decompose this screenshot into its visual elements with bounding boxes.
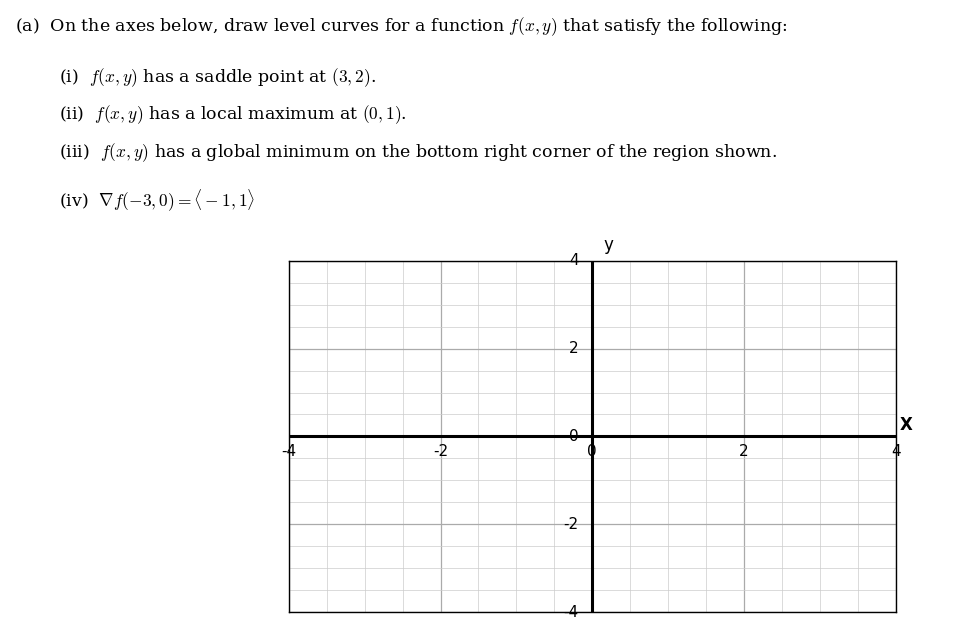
Text: X: X	[899, 416, 911, 435]
Text: y: y	[603, 236, 613, 254]
Text: 4: 4	[568, 253, 578, 268]
Text: -2: -2	[563, 517, 578, 532]
Text: -4: -4	[281, 445, 296, 459]
Text: (i)  $f(x, y)$ has a saddle point at $(3, 2)$.: (i) $f(x, y)$ has a saddle point at $(3,…	[59, 66, 376, 89]
Text: 0: 0	[587, 445, 597, 459]
Text: (a)  On the axes below, draw level curves for a function $f(x, y)$ that satisfy : (a) On the axes below, draw level curves…	[15, 16, 786, 38]
Text: (ii)  $f(x, y)$ has a local maximum at $(0, 1)$.: (ii) $f(x, y)$ has a local maximum at $(…	[59, 104, 406, 126]
Text: 4: 4	[890, 445, 900, 459]
Text: 0: 0	[568, 429, 578, 444]
Text: -2: -2	[432, 445, 448, 459]
Text: -4: -4	[563, 605, 578, 620]
Text: 2: 2	[738, 445, 748, 459]
Text: (iii)  $f(x, y)$ has a global minimum on the bottom right corner of the region s: (iii) $f(x, y)$ has a global minimum on …	[59, 141, 776, 164]
Text: 2: 2	[568, 341, 578, 356]
Text: (iv)  $\nabla f(-3, 0) = \langle -1, 1 \rangle$: (iv) $\nabla f(-3, 0) = \langle -1, 1 \r…	[59, 188, 254, 214]
